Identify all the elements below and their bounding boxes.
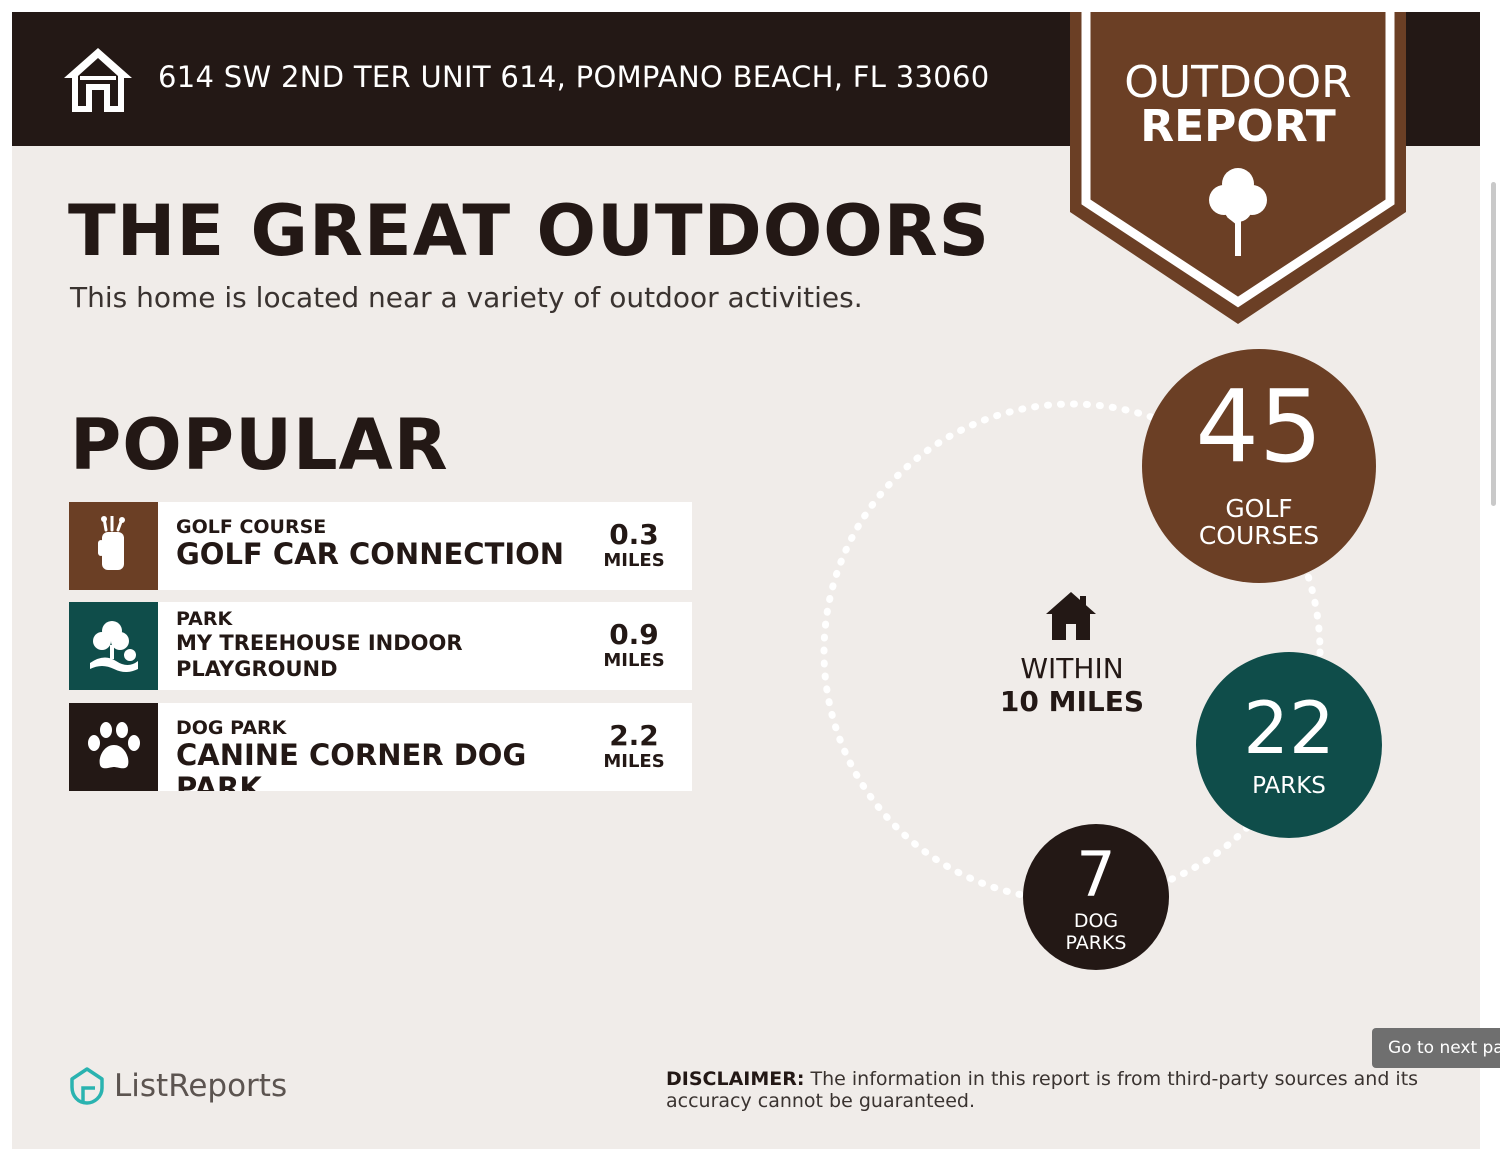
- dog-parks-stat: 7 DOG PARKS: [1023, 824, 1169, 970]
- disclaimer-text: The information in this report is from t…: [666, 1068, 1419, 1112]
- dog-parks-label-line1: DOG: [1073, 910, 1119, 932]
- paw-icon: [69, 703, 158, 791]
- within-radius-label: WITHIN 10 MILES: [982, 652, 1162, 718]
- property-address: 614 SW 2ND TER UNIT 614, POMPANO BEACH, …: [158, 60, 990, 94]
- within-line1: WITHIN: [1020, 652, 1124, 685]
- dog-parks-label-line2: PARKS: [1065, 932, 1127, 954]
- within-line2: 10 MILES: [999, 685, 1145, 718]
- listreports-logo-icon: [70, 1067, 104, 1105]
- parks-stat: 22 PARKS: [1196, 652, 1382, 838]
- list-item-distance: 2.2 MILES: [594, 721, 674, 773]
- distance-unit: MILES: [603, 650, 665, 671]
- list-item-text: PARK MY TREEHOUSE INDOOR PLAYGROUND: [176, 608, 586, 682]
- report-page: 614 SW 2ND TER UNIT 614, POMPANO BEACH, …: [12, 12, 1480, 1149]
- next-page-button[interactable]: Go to next pag: [1372, 1028, 1500, 1068]
- list-item-name: CANINE CORNER DOG PARK: [176, 738, 527, 792]
- list-item-name: GOLF CAR CONNECTION: [176, 537, 565, 571]
- park-icon: [69, 602, 158, 690]
- tree-icon: [1209, 168, 1267, 256]
- popular-heading: POPULAR: [70, 404, 449, 486]
- brand-name: ListReports: [114, 1068, 288, 1104]
- list-item-category: GOLF COURSE: [176, 516, 327, 538]
- badge-title-line1: OUTDOOR: [1124, 57, 1352, 108]
- home-icon: [1046, 592, 1096, 640]
- parks-count: 22: [1243, 686, 1335, 770]
- golf-courses-label: GOLF COURSES: [1142, 495, 1376, 549]
- list-item: GOLF COURSE GOLF CAR CONNECTION 0.3 MILE…: [69, 502, 692, 590]
- list-item-name: MY TREEHOUSE INDOOR PLAYGROUND: [176, 631, 463, 681]
- list-item-text: DOG PARK CANINE CORNER DOG PARK: [176, 717, 586, 791]
- golf-courses-count: 45: [1195, 368, 1323, 485]
- golf-courses-label-line1: GOLF: [1225, 494, 1293, 523]
- distance-value: 2.2: [609, 719, 659, 752]
- golf-courses-label-line2: COURSES: [1198, 521, 1320, 550]
- distance-unit: MILES: [603, 751, 665, 772]
- list-item-category: PARK: [176, 608, 233, 630]
- home-icon: [64, 48, 132, 112]
- distance-value: 0.3: [609, 518, 659, 551]
- page-subtitle: This home is located near a variety of o…: [70, 281, 863, 314]
- list-item-text: GOLF COURSE GOLF CAR CONNECTION: [176, 516, 586, 571]
- disclaimer-label: DISCLAIMER:: [666, 1068, 805, 1090]
- dog-parks-label: DOG PARKS: [1023, 910, 1169, 954]
- scrollbar-thumb[interactable]: [1491, 182, 1496, 506]
- golf-courses-stat: 45 GOLF COURSES: [1142, 349, 1376, 583]
- list-item: DOG PARK CANINE CORNER DOG PARK 2.2 MILE…: [69, 703, 692, 791]
- distance-unit: MILES: [603, 550, 665, 571]
- parks-label: PARKS: [1252, 773, 1326, 799]
- disclaimer: DISCLAIMER: The information in this repo…: [666, 1068, 1446, 1112]
- golf-bag-icon: [69, 502, 158, 590]
- list-item-distance: 0.3 MILES: [594, 520, 674, 572]
- distance-value: 0.9: [609, 618, 659, 651]
- list-item-category: DOG PARK: [176, 717, 287, 739]
- dog-parks-count: 7: [1076, 838, 1116, 911]
- list-item: PARK MY TREEHOUSE INDOOR PLAYGROUND 0.9 …: [69, 602, 692, 690]
- badge-title-line2: REPORT: [1140, 101, 1336, 152]
- list-item-distance: 0.9 MILES: [594, 620, 674, 672]
- page-title: THE GREAT OUTDOORS: [68, 190, 991, 272]
